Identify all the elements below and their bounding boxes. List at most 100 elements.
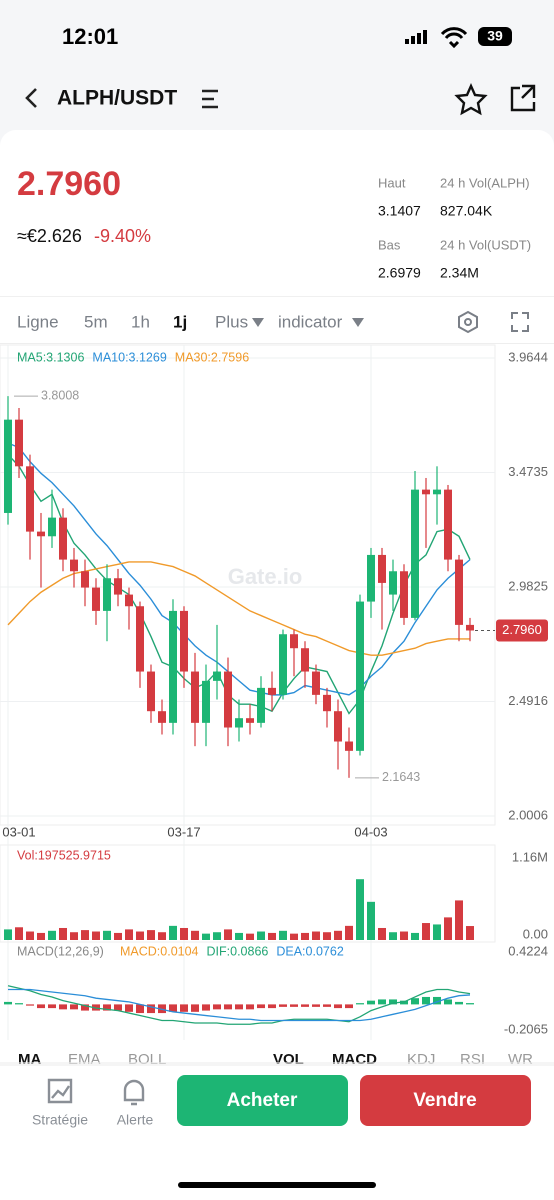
alert[interactable]: Alerte <box>117 1112 154 1128</box>
volume-bar <box>59 927 67 940</box>
y-tick-label: 2.4916 <box>508 693 548 708</box>
stat-label: Bas <box>378 237 401 252</box>
fiat-price: ≈€2.626 <box>17 226 82 246</box>
candle-body <box>103 578 111 611</box>
volume-bar <box>81 930 89 940</box>
macd-bar <box>312 1004 320 1007</box>
candle-body <box>70 559 78 572</box>
legend-entry: MA30:2.7596 <box>175 350 249 364</box>
volume-bar <box>125 929 133 940</box>
buy[interactable]: Acheter <box>227 1090 298 1111</box>
volume-bar <box>323 932 331 940</box>
vol-frame <box>0 844 496 943</box>
macd-bar <box>246 1004 254 1010</box>
volume-bar <box>48 930 56 940</box>
timeframe-active[interactable]: 1j <box>173 312 187 331</box>
legend-entry: MA5:3.1306 <box>17 350 84 364</box>
last-price: 2.7960 <box>17 165 121 203</box>
candle-body <box>48 517 56 537</box>
volume-bar <box>37 932 45 940</box>
candle-body <box>257 687 265 723</box>
macd-bar <box>323 1004 331 1007</box>
volume-bar <box>15 927 23 940</box>
divider <box>0 296 554 297</box>
candle-body <box>290 634 298 649</box>
volume-bar <box>411 932 419 940</box>
card <box>0 130 554 1200</box>
macd-bar <box>70 1004 78 1010</box>
candle-body <box>114 578 122 595</box>
macd-title: MACD(12,26,9) <box>17 944 104 958</box>
stat-value: 2.6979 <box>378 265 421 281</box>
current-price: 2.7960 <box>502 622 542 637</box>
current-tag <box>496 619 548 642</box>
y-tick-label: 0.00 <box>523 926 548 941</box>
candle-body <box>191 671 199 723</box>
x-tick-label: 03-01 <box>2 824 35 839</box>
battery-level: 39 <box>487 28 503 44</box>
volume-bar <box>444 917 452 940</box>
volume-bar <box>268 932 276 940</box>
timeframe[interactable]: Ligne <box>17 312 59 331</box>
back[interactable] <box>25 88 37 108</box>
candle-body <box>158 711 166 723</box>
candle-body <box>279 634 287 695</box>
timeframe[interactable]: 5m <box>84 312 108 331</box>
candle-body <box>246 718 254 723</box>
volume-bar <box>26 931 34 940</box>
extreme-label: 3.8008 <box>41 388 79 402</box>
candle-body <box>224 671 232 728</box>
volume-bar <box>378 927 386 940</box>
pair: ALPH/USDT <box>57 87 177 110</box>
caret <box>352 318 364 327</box>
stat-label: 24 h Vol(ALPH) <box>440 175 530 190</box>
fullscreen[interactable] <box>511 312 529 332</box>
candle-body <box>235 718 243 728</box>
strategy[interactable]: Stratégie <box>32 1112 88 1128</box>
candle-body <box>213 671 221 681</box>
sell[interactable]: Vendre <box>413 1090 476 1111</box>
stat-value: 3.1407 <box>378 203 421 219</box>
volume-bar <box>257 931 265 940</box>
macd-bar <box>81 1004 89 1011</box>
timeframe[interactable]: Plus <box>215 312 248 331</box>
candle-body <box>466 624 474 631</box>
volume-bar <box>70 932 78 940</box>
menu[interactable] <box>202 89 218 109</box>
y-tick-label: 2.0006 <box>508 807 548 822</box>
favorite[interactable] <box>454 83 488 116</box>
x-tick-label: 04-03 <box>354 824 387 839</box>
macd-bar <box>202 1004 210 1011</box>
alert-icon[interactable] <box>123 1079 145 1106</box>
strategy-icon[interactable] <box>47 1078 73 1104</box>
volume-bar <box>312 931 320 940</box>
volume-bar <box>147 930 155 940</box>
macd-bar <box>422 996 430 1005</box>
watermark: Gate.io <box>228 564 303 589</box>
volume-bar <box>191 930 199 940</box>
stat-label: 24 h Vol(USDT) <box>440 237 531 252</box>
candle-body <box>59 517 67 560</box>
candle-body <box>312 671 320 695</box>
candle-body <box>180 610 188 672</box>
macd-bar <box>345 1004 353 1009</box>
candle-body <box>136 606 144 672</box>
settings[interactable] <box>458 310 478 334</box>
share[interactable] <box>510 84 536 112</box>
macd-bar <box>15 1003 23 1005</box>
macd-bar <box>334 1004 342 1009</box>
sell-button[interactable] <box>360 1075 531 1126</box>
macd-bar <box>224 1004 232 1010</box>
candle-body <box>378 554 386 583</box>
candle-body <box>367 554 375 602</box>
timeframe[interactable]: indicator <box>278 312 343 331</box>
macd-bar <box>169 1004 177 1012</box>
macd-bar <box>367 1000 375 1005</box>
volume-bar <box>356 879 364 940</box>
timeframe[interactable]: 1h <box>131 312 150 331</box>
buy-button[interactable] <box>177 1075 348 1126</box>
macd-bar <box>268 1004 276 1009</box>
candle-body <box>455 559 463 625</box>
volume-bar <box>235 932 243 940</box>
volume-bar <box>246 933 254 940</box>
